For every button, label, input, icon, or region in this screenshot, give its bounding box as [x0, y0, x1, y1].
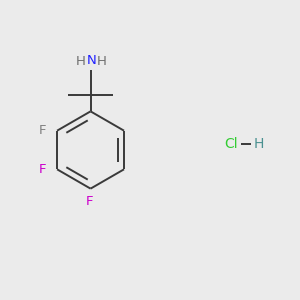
Text: F: F — [39, 124, 46, 137]
Text: F: F — [85, 195, 93, 208]
Text: N: N — [86, 54, 96, 67]
Text: H: H — [76, 55, 86, 68]
Text: H: H — [254, 137, 264, 151]
Text: F: F — [39, 163, 46, 176]
Text: H: H — [96, 55, 106, 68]
Text: Cl: Cl — [224, 137, 238, 151]
